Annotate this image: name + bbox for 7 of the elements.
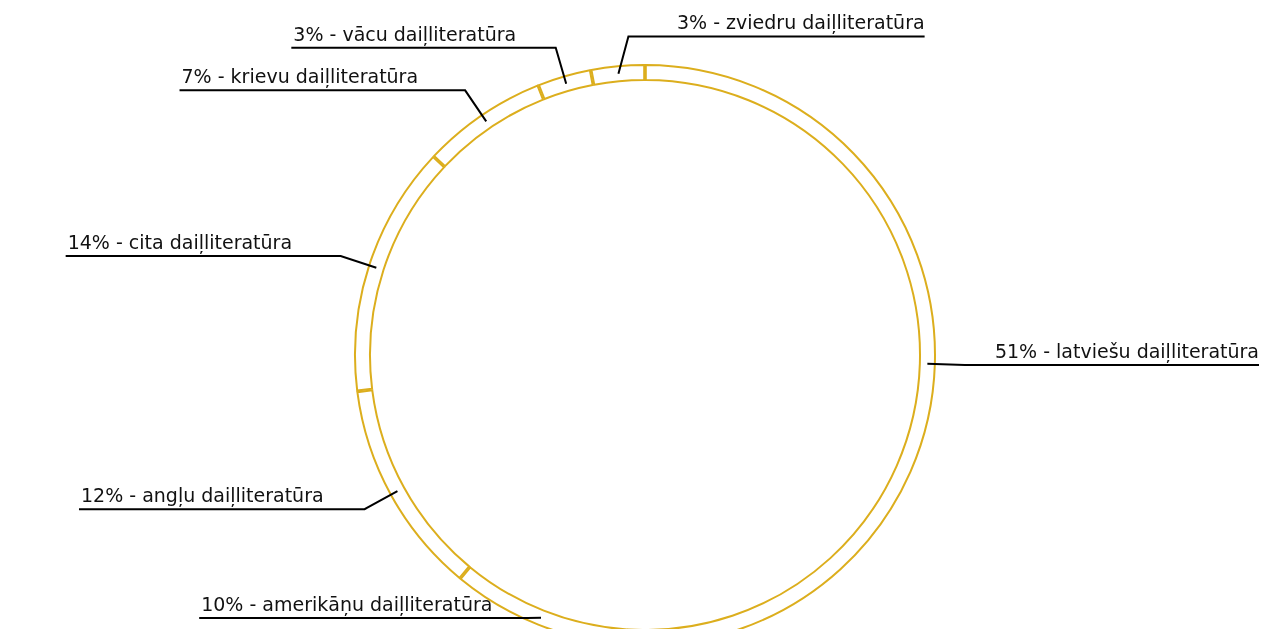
slice-label: 51% - latviešu daiļliteratūra — [994, 340, 1259, 364]
slice-label: 3% - vācu daiļliteratūra — [293, 22, 517, 46]
slice-label: 3% - zviedru daiļliteratūra — [677, 11, 925, 35]
slice-label: 7% - krievu daiļliteratūra — [181, 65, 419, 89]
slice-label: 10% - amerikāņu daiļliteratūra — [201, 593, 493, 616]
slice-label: 14% - cita daiļliteratūra — [67, 231, 293, 255]
slice-label: 12% - angļu daiļliteratūra — [80, 484, 324, 508]
